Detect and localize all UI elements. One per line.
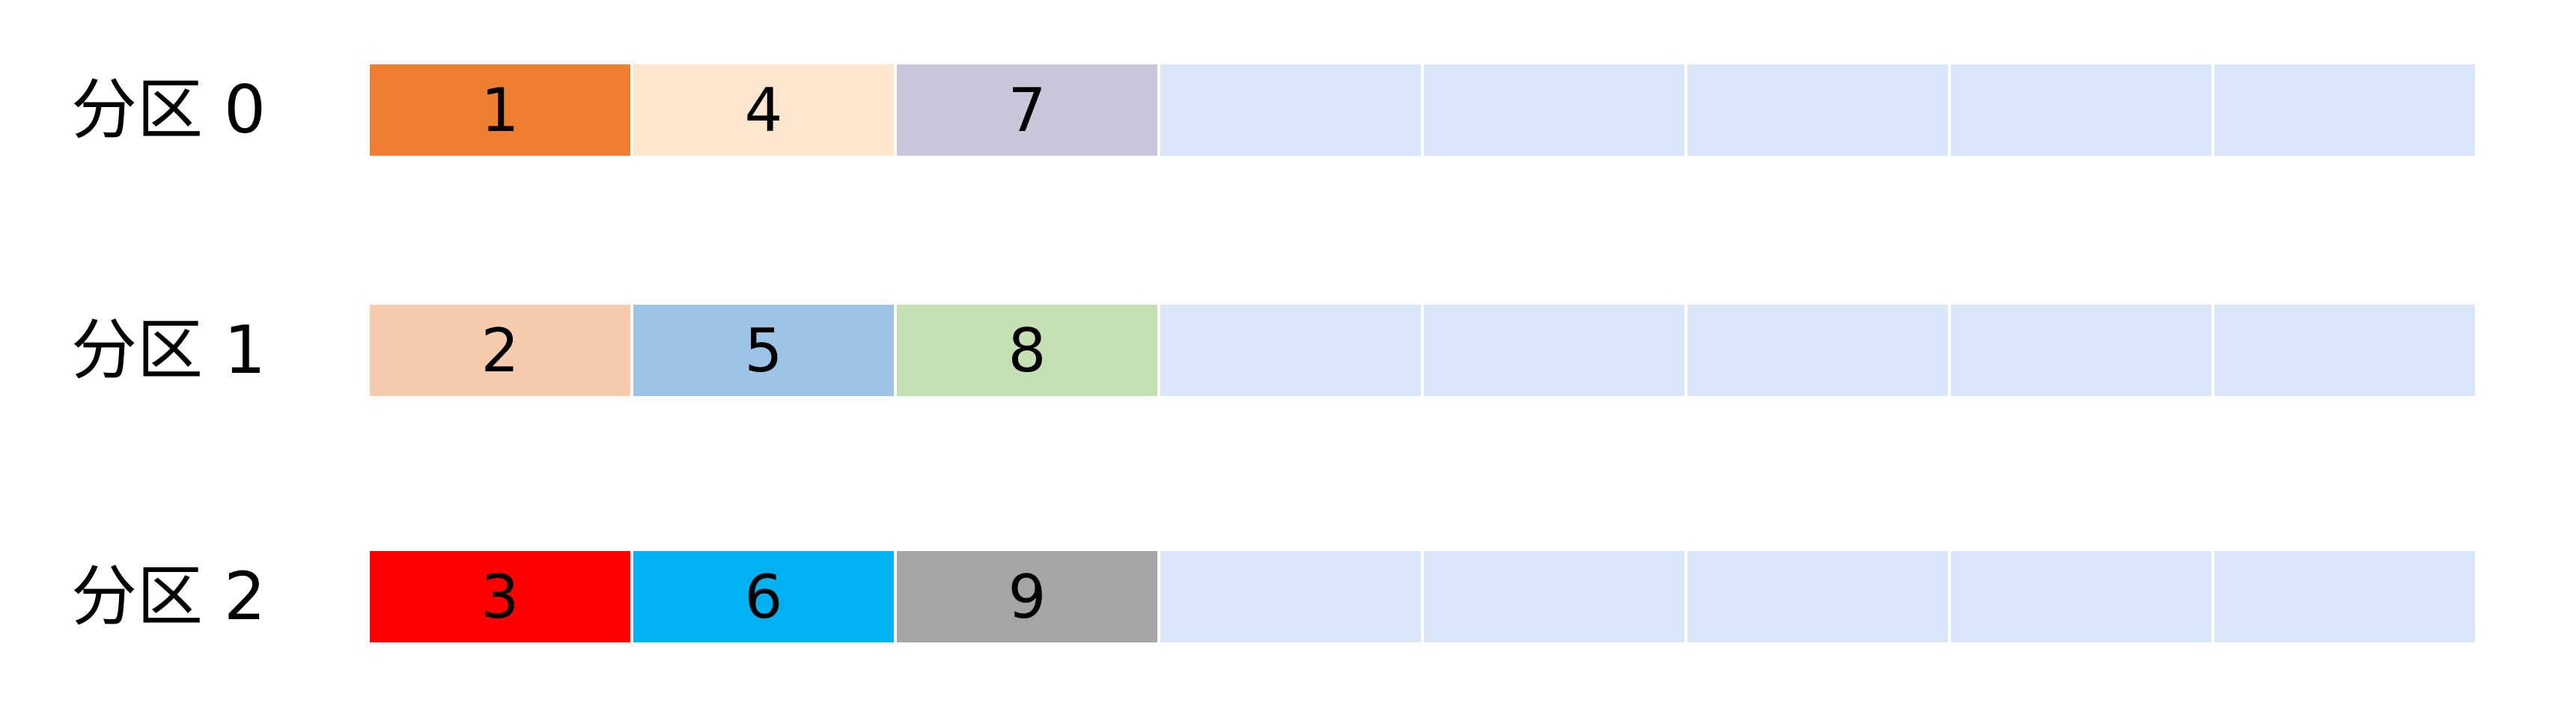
empty-cell [1160,305,1421,396]
empty-cell [1160,64,1421,156]
message-cell: 8 [897,305,1157,396]
empty-cell [1687,64,1948,156]
message-cell: 3 [370,551,630,642]
empty-cell [2214,64,2475,156]
empty-cell [1424,64,1684,156]
message-cell: 4 [633,64,894,156]
message-cell: 1 [370,64,630,156]
empty-cell [1424,551,1684,642]
message-cell: 7 [897,64,1157,156]
empty-cell [2214,551,2475,642]
empty-cell [1424,305,1684,396]
message-cell: 6 [633,551,894,642]
message-cell: 9 [897,551,1157,642]
empty-cell [1951,305,2211,396]
empty-cell [1687,305,1948,396]
empty-cell [1951,551,2211,642]
empty-cell [2214,305,2475,396]
empty-cell [1951,64,2211,156]
partition-label: 分区 1 [71,311,266,389]
empty-cell [1687,551,1948,642]
partition-label: 分区 0 [71,71,266,148]
message-cell: 2 [370,305,630,396]
empty-cell [1160,551,1421,642]
partition-label: 分区 2 [71,558,266,635]
message-cell: 5 [633,305,894,396]
